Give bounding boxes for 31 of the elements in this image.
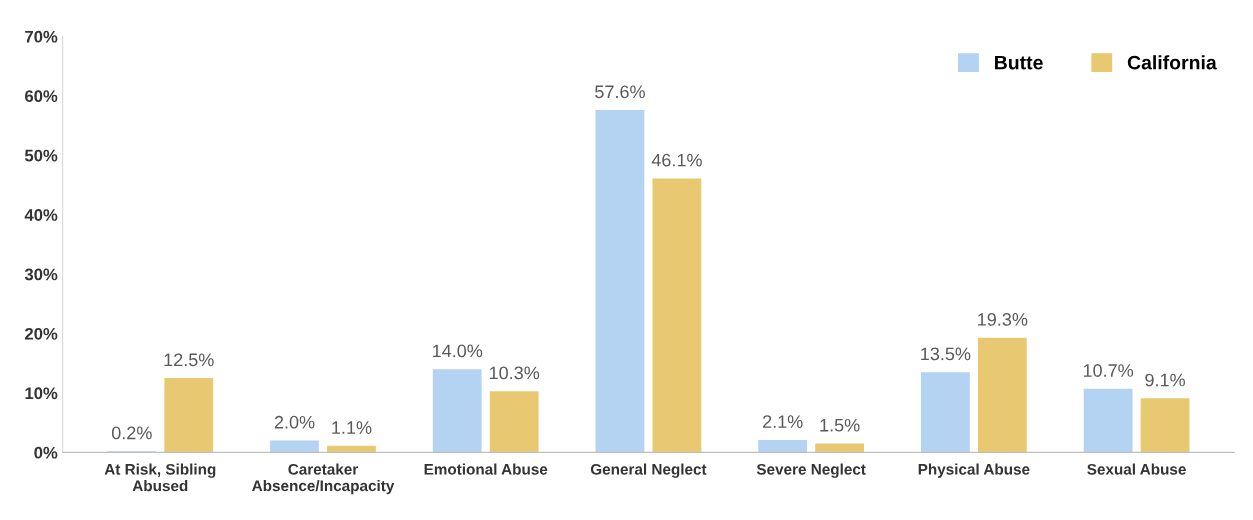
y-tick-label: 60% — [25, 90, 58, 103]
data-label: 57.6% — [595, 85, 645, 99]
x-tick-label: Severe Neglect — [756, 463, 866, 478]
x-tick-label: At Risk, Sibling Abused — [104, 463, 216, 492]
data-label: 0.2% — [111, 426, 152, 440]
y-tick-label: 70% — [25, 30, 58, 43]
y-tick-label: 20% — [25, 327, 58, 340]
data-label: 1.1% — [332, 421, 372, 434]
legend-label: Butte — [995, 55, 1043, 70]
data-label: 2.0% — [274, 415, 315, 429]
legend-label: California — [1127, 55, 1217, 70]
y-tick-label: 30% — [24, 268, 58, 281]
y-tick-label: 0% — [34, 446, 58, 459]
y-tick-label: 50% — [24, 149, 58, 162]
y-tick-label: 40% — [24, 209, 58, 221]
data-label: 10.3% — [489, 366, 540, 380]
data-label: 14.0% — [433, 344, 483, 358]
data-label: 13.5% — [921, 347, 971, 361]
x-tick-label: Caretaker Absence/Incapacity — [252, 463, 395, 495]
x-tick-label: Sexual Abuse — [1087, 463, 1186, 475]
y-tick-label: 10% — [25, 387, 58, 400]
data-label: 2.1% — [763, 415, 803, 428]
data-label: 19.3% — [978, 313, 1028, 326]
x-tick-label: General Neglect — [590, 463, 707, 478]
data-label: 1.5% — [820, 418, 860, 432]
data-label: 10.7% — [1083, 364, 1134, 377]
x-tick-label: Emotional Abuse — [424, 463, 548, 475]
data-label: 46.1% — [651, 153, 702, 167]
x-tick-label: Physical Abuse — [918, 463, 1030, 478]
data-label: 12.5% — [164, 353, 214, 367]
data-label: 9.1% — [1145, 373, 1185, 387]
